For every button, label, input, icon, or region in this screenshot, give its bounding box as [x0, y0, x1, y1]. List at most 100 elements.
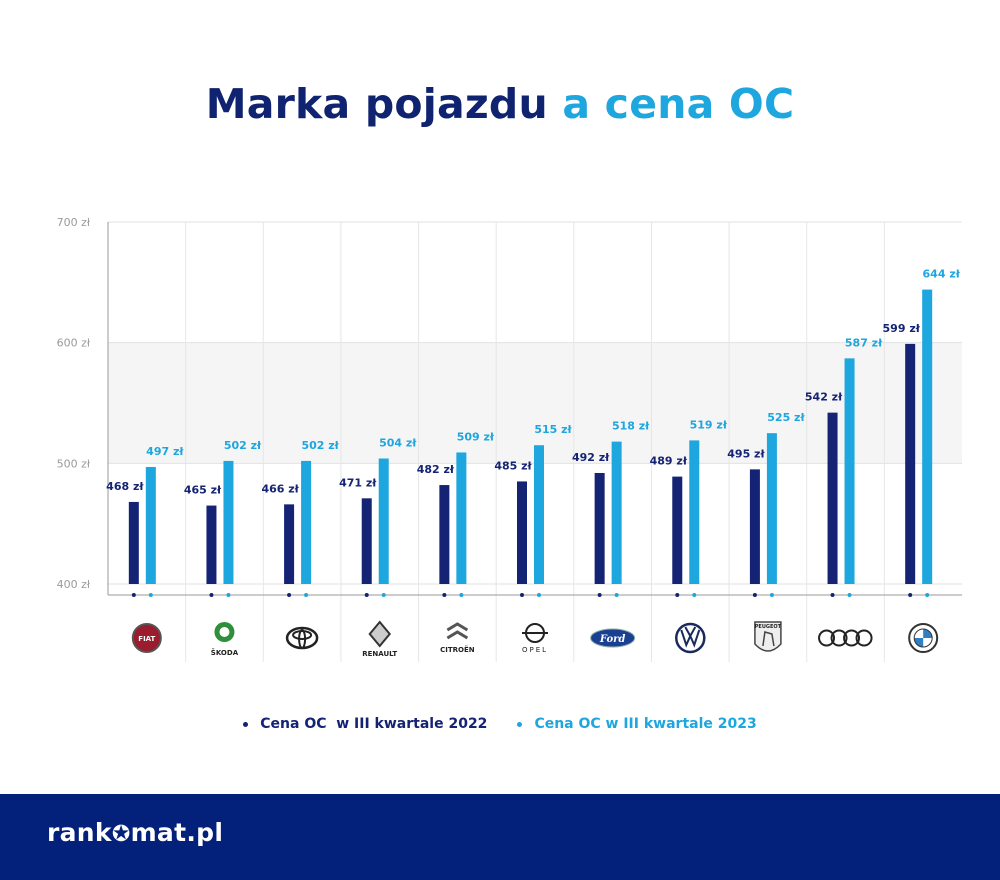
data-label-2022: 466 zł: [261, 482, 299, 495]
svg-text:ŠKODA: ŠKODA: [211, 648, 239, 657]
toyota-logo: [285, 626, 319, 650]
axis-dot-2022: [597, 593, 602, 597]
data-label-2022: 465 zł: [184, 484, 222, 497]
data-label-2023: 502 zł: [301, 439, 339, 452]
axis-dot-2023: [614, 593, 619, 597]
axis-dot-2023: [692, 593, 697, 597]
data-label-2023: 515 zł: [534, 423, 572, 436]
bar-2022: [594, 472, 605, 584]
bar-2023: [378, 458, 389, 584]
bar-2023: [301, 460, 312, 584]
renault-logo: RENAULT: [362, 620, 397, 658]
axis-dot-2022: [364, 593, 369, 597]
volkswagen-logo: [675, 622, 706, 654]
bar-2022: [439, 485, 450, 584]
bar-2023: [611, 441, 622, 584]
axis-dot-2022: [442, 593, 447, 597]
svg-text:CITROËN: CITROËN: [440, 645, 475, 654]
axis-dot-2023: [148, 593, 153, 597]
legend-item-2023: Cena OC w III kwartale 2023: [517, 716, 757, 732]
bar-2023: [534, 445, 544, 584]
peugeot-logo: PEUGEOT: [754, 621, 782, 652]
legend-item-2022: Cena OC w III kwartale 2022: [243, 716, 487, 732]
data-label-2023: 509 zł: [457, 430, 495, 443]
rankomat-logo[interactable]: rank✪mat.pl: [47, 818, 223, 847]
legend-label-2023: Cena OC w III kwartale 2023: [534, 716, 757, 732]
data-label-2023: 518 zł: [612, 420, 650, 433]
data-label-2023: 644 zł: [923, 268, 961, 281]
citroen-logo: CITROËN: [440, 622, 475, 654]
bar-2023: [766, 433, 777, 584]
bar-2022: [749, 469, 760, 584]
y-tick-label: 700 zł: [57, 216, 91, 229]
bar-chart: 700 zł 600 zł 500 zł 400 zł 468 zł 497 zł 465 …: [57, 216, 962, 662]
axis-dot-2023: [925, 593, 930, 597]
bar-2022: [672, 476, 683, 584]
skoda-logo: ŠKODA: [211, 622, 239, 657]
bar-2023: [689, 440, 700, 584]
bar-2023: [456, 452, 467, 584]
title-part-brand: Marka pojazdu: [205, 80, 548, 128]
bar-2022: [905, 343, 916, 584]
axis-dot-2022: [131, 593, 136, 597]
bar-2022: [206, 505, 217, 584]
ford-logo: Ford: [590, 628, 636, 648]
chart-legend: Cena OC w III kwartale 2022 Cena OC w II…: [0, 716, 1000, 732]
data-label-2023: 519 zł: [690, 418, 728, 431]
bar-2022: [827, 412, 838, 584]
bar-2023: [145, 466, 156, 584]
svg-text:FIAT: FIAT: [138, 635, 155, 643]
grid-band: [108, 342, 962, 464]
bar-2022: [361, 498, 372, 584]
audi-logo: [818, 629, 873, 647]
bar-2023: [922, 289, 933, 584]
bar-2023: [844, 358, 855, 584]
legend-dot-2023: [517, 721, 523, 727]
legend-label-2022: Cena OC w III kwartale 2022: [260, 716, 488, 732]
title-part-price: a cena OC: [562, 80, 795, 128]
legend-dot-2022: [243, 721, 249, 727]
data-label-2022: 495 zł: [727, 447, 765, 460]
footer-bar: rank✪mat.pl: [0, 794, 1000, 880]
data-label-2023: 504 zł: [379, 437, 417, 450]
axis-dot-2022: [520, 593, 524, 597]
data-label-2023: 525 zł: [767, 411, 805, 424]
chart-title: Marka pojazdu a cena OC: [0, 80, 1000, 128]
svg-text:PEUGEOT: PEUGEOT: [755, 624, 782, 630]
axis-dot-2023: [381, 593, 386, 597]
bmw-logo: [908, 623, 939, 653]
axis-dot-2022: [675, 593, 680, 597]
axis-dot-2023: [226, 593, 231, 597]
svg-text:OPEL: OPEL: [522, 646, 548, 654]
bar-2022: [128, 501, 139, 584]
y-tick-label: 600 zł: [57, 337, 91, 350]
bar-2023: [223, 460, 234, 584]
data-label-2022: 468 zł: [106, 480, 144, 493]
star-icon: ✪: [111, 822, 131, 847]
opel-logo: OPEL: [522, 623, 548, 654]
axis-dot-2022: [830, 593, 835, 597]
axis-dot-2023: [537, 593, 541, 597]
fiat-logo: FIAT: [131, 623, 162, 653]
axis-dot-2022: [752, 593, 757, 597]
bar-2022: [517, 481, 527, 584]
axis-dot-2023: [769, 593, 774, 597]
data-label-2022: 482 zł: [417, 463, 455, 476]
data-label-2022: 492 zł: [572, 451, 610, 464]
data-label-2022: 542 zł: [805, 391, 843, 404]
svg-text:RENAULT: RENAULT: [362, 650, 397, 658]
data-label-2022: 485 zł: [494, 459, 532, 472]
axis-dot-2022: [209, 593, 214, 597]
axis-dot-2022: [287, 593, 292, 597]
axis-dot-2023: [847, 593, 852, 597]
logo-text-left: rank: [47, 818, 112, 847]
y-tick-label: 400 zł: [57, 578, 91, 591]
axis-dot-2022: [908, 593, 913, 597]
axis-dot-2023: [304, 593, 309, 597]
y-tick-label: 500 zł: [57, 457, 91, 470]
data-label-2023: 502 zł: [224, 439, 262, 452]
svg-text:Ford: Ford: [599, 634, 625, 645]
data-label-2023: 497 zł: [146, 445, 184, 458]
data-label-2023: 587 zł: [845, 336, 883, 349]
logo-text-right: mat.pl: [130, 818, 224, 847]
